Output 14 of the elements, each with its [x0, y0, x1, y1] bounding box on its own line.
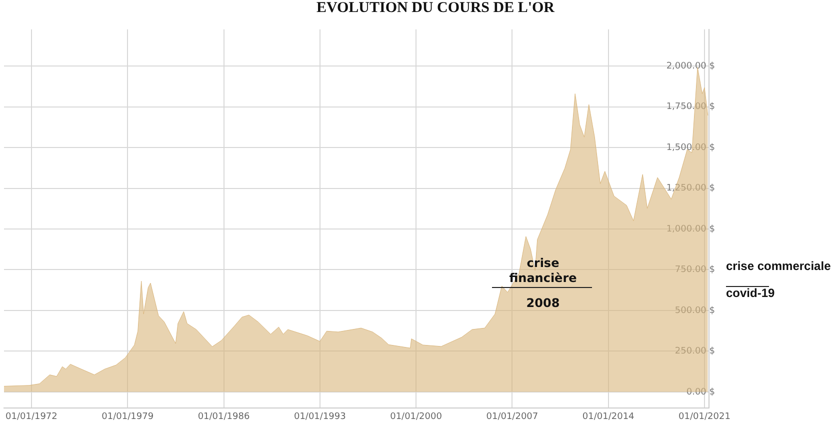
x-tick-label: 01/01/2021	[678, 412, 730, 422]
y-tick-label: 2,000.00 $	[666, 61, 715, 72]
x-tick-label: 01/01/2014	[582, 412, 635, 422]
chart-title: EVOLUTION DU COURS DE L'OR	[315, 0, 556, 18]
x-tick-label: 01/01/1979	[102, 412, 154, 422]
y-tick-label: 1,250.00 $	[666, 184, 715, 194]
x-tick-label: 01/01/2000	[390, 412, 442, 422]
y-tick-label: 0.00 $	[686, 387, 715, 398]
x-tick-label: 01/01/1993	[294, 412, 346, 422]
x-tick-label: 01/01/1986	[198, 412, 250, 422]
text: crise commerciale covid-19	[726, 259, 831, 301]
x-tick-label: 01/01/1972	[6, 412, 58, 422]
x-tick-label: 01/01/2007	[486, 412, 538, 422]
annotation: crise financière 2008	[508, 256, 578, 311]
